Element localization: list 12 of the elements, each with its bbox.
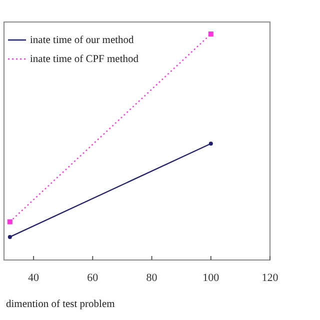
legend-label: inate time of CPF method bbox=[30, 54, 140, 65]
x-tick-label: 120 bbox=[262, 272, 279, 284]
x-tick-label: 80 bbox=[146, 272, 158, 284]
x-tick-label: 40 bbox=[28, 272, 40, 284]
point bbox=[208, 32, 214, 36]
x-tick-label: 100 bbox=[202, 272, 220, 284]
point bbox=[7, 219, 12, 224]
point bbox=[8, 234, 12, 239]
legend-label: inate time of our method bbox=[30, 35, 135, 46]
x-axis-title: dimention of test problem bbox=[6, 299, 115, 310]
x-tick-label: 60 bbox=[87, 272, 99, 284]
point bbox=[208, 142, 213, 146]
